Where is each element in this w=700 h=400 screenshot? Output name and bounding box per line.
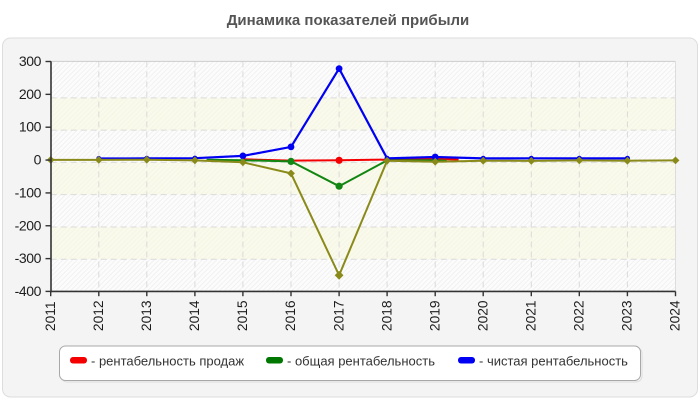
svg-text:2020: 2020 [475, 300, 490, 331]
svg-text:2013: 2013 [139, 300, 154, 331]
svg-text:-400: -400 [15, 283, 42, 299]
svg-text:2016: 2016 [283, 300, 298, 331]
svg-text:0: 0 [34, 152, 42, 168]
svg-text:-100: -100 [15, 184, 42, 200]
svg-text:100: 100 [19, 119, 42, 135]
svg-text:2022: 2022 [572, 300, 587, 331]
svg-text:2024: 2024 [668, 300, 683, 331]
svg-text:2023: 2023 [620, 300, 635, 331]
svg-text:200: 200 [19, 86, 42, 102]
svg-text:2017: 2017 [331, 300, 346, 331]
svg-text:2014: 2014 [187, 300, 202, 331]
svg-text:- общая рентабельность: - общая рентабельность [287, 354, 435, 369]
svg-text:2021: 2021 [524, 300, 539, 331]
svg-text:-300: -300 [15, 250, 42, 266]
svg-text:- рентабельность продаж: - рентабельность продаж [91, 354, 244, 369]
svg-text:-200: -200 [15, 217, 42, 233]
svg-text:2019: 2019 [427, 300, 442, 331]
svg-text:- чистая рентабельность: - чистая рентабельность [479, 354, 628, 369]
svg-text:2011: 2011 [43, 301, 58, 331]
svg-text:2012: 2012 [91, 300, 106, 331]
svg-text:300: 300 [19, 53, 42, 69]
svg-text:2015: 2015 [235, 300, 250, 331]
svg-text:Динамика показателей прибыли: Динамика показателей прибыли [227, 12, 470, 29]
svg-text:2018: 2018 [379, 300, 394, 331]
